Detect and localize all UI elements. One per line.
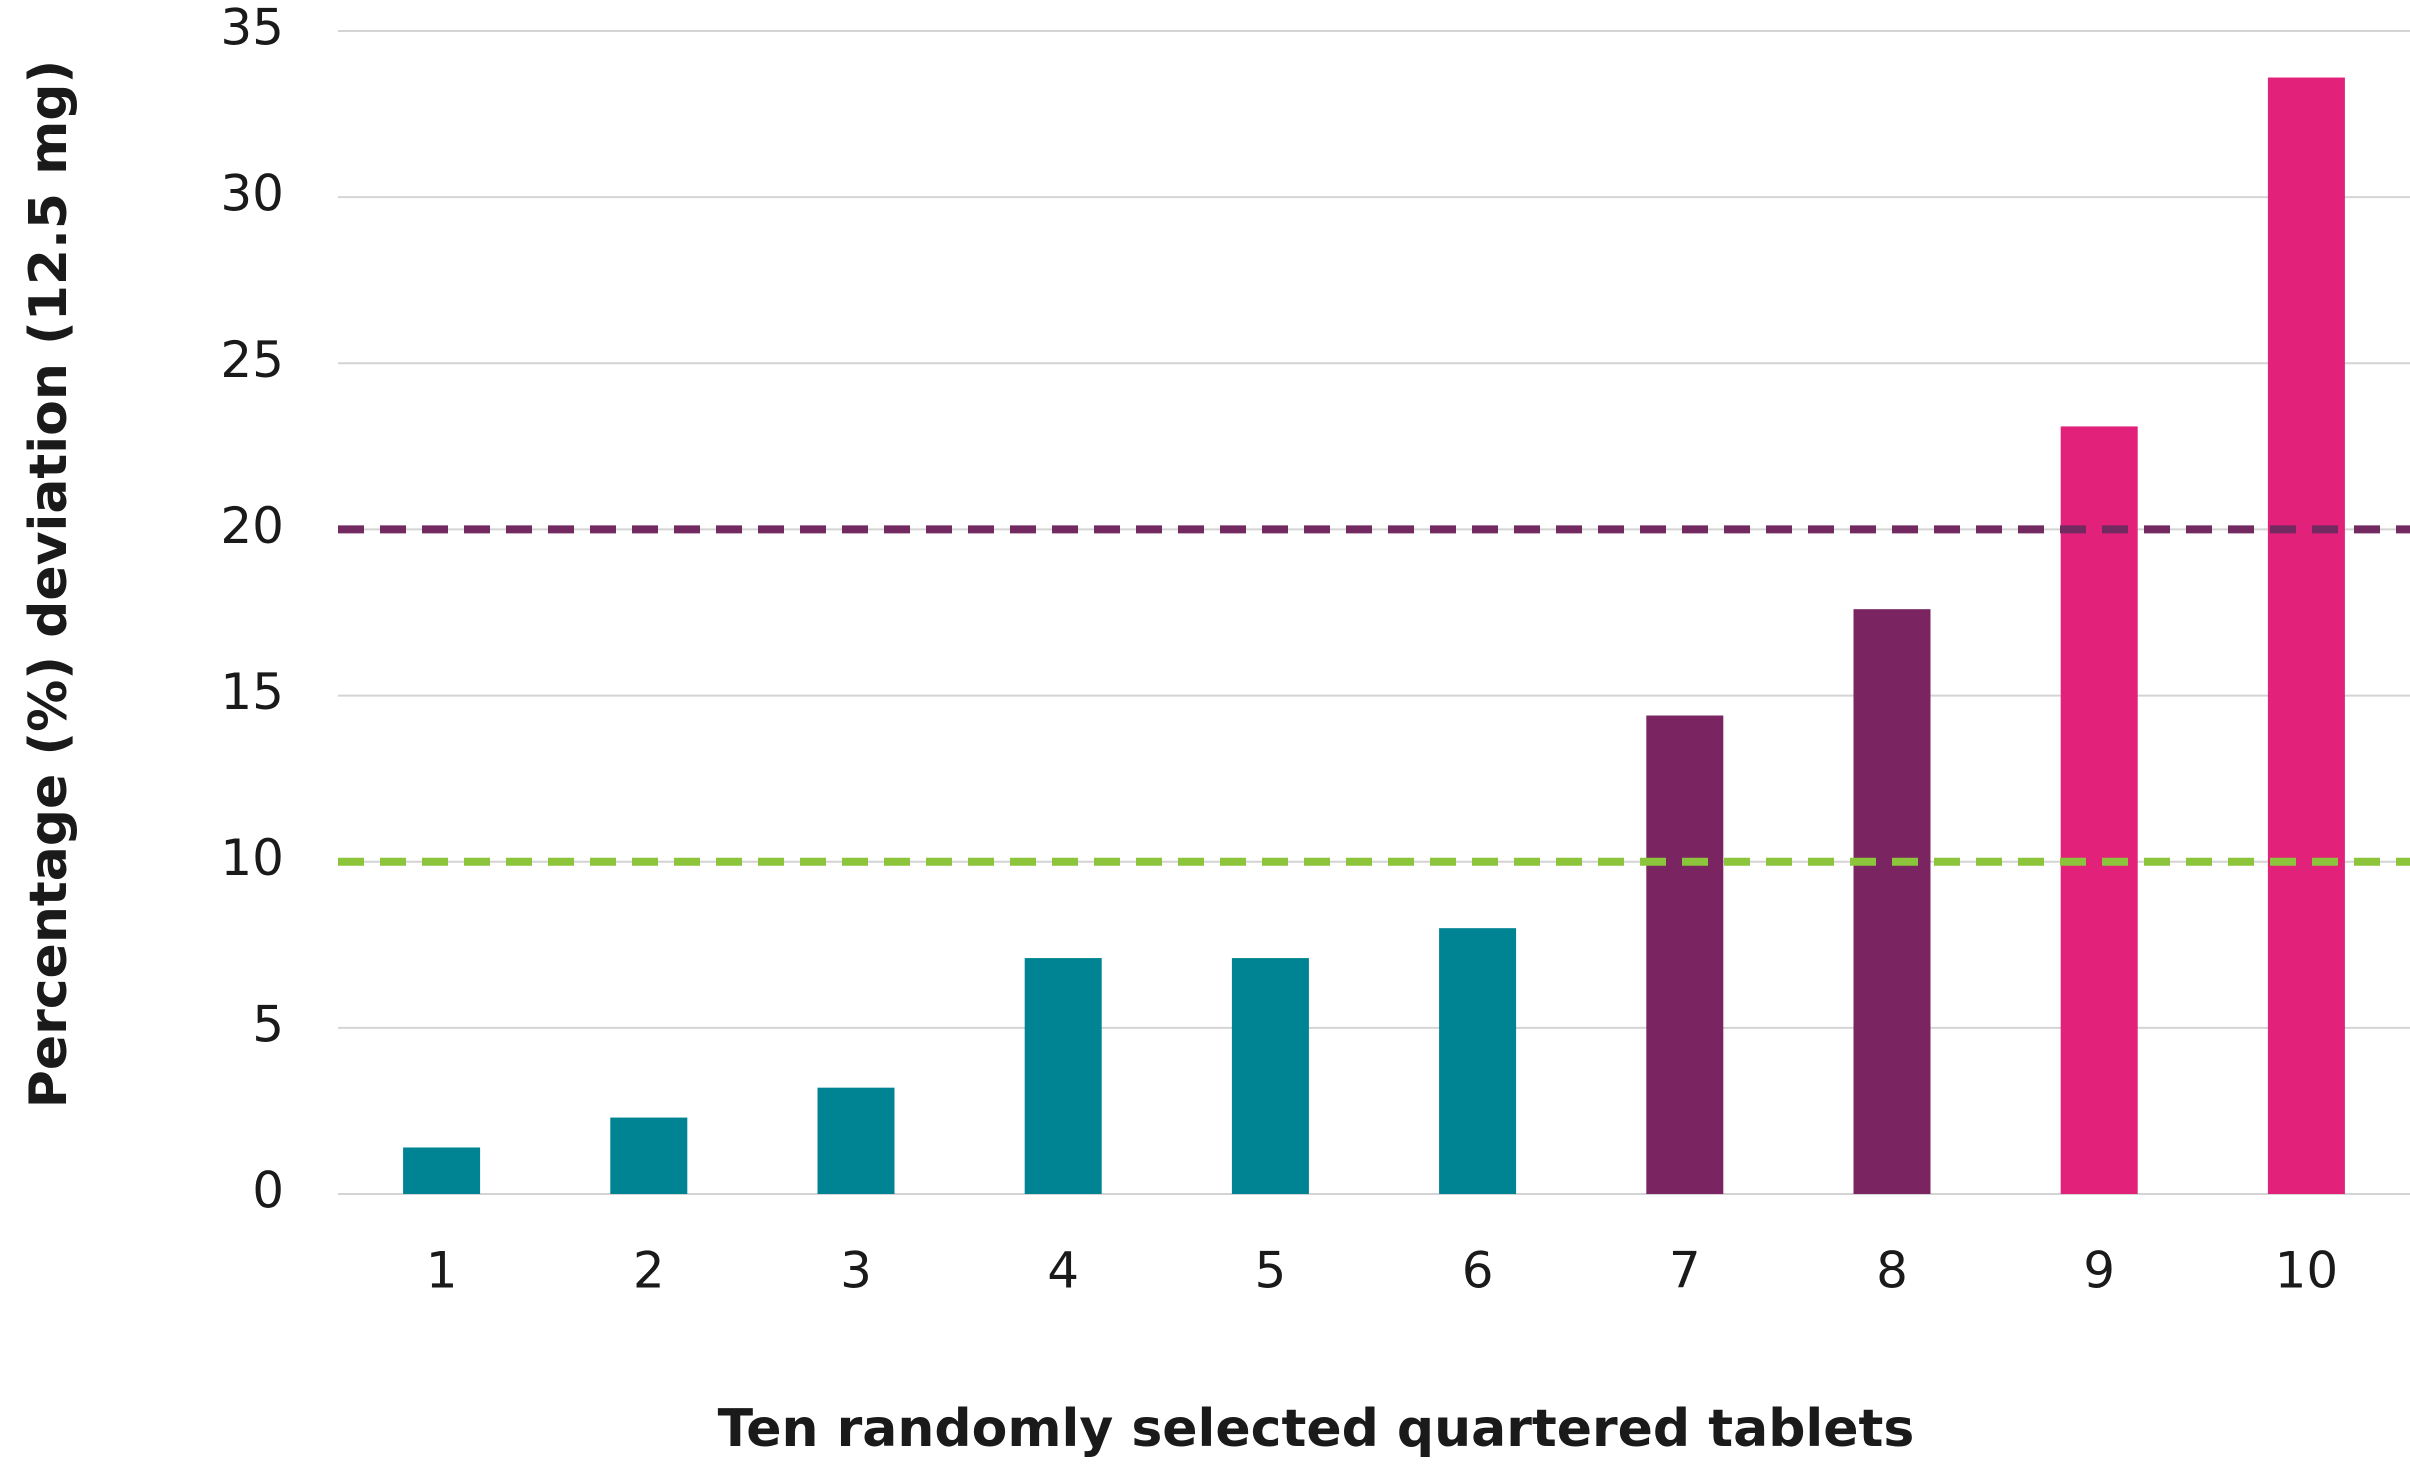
y-tick-label: 25 — [220, 331, 284, 389]
bar — [1646, 715, 1724, 1194]
x-tick-label: 2 — [633, 1242, 665, 1300]
y-tick-label: 30 — [220, 165, 284, 223]
x-tick-label: 3 — [840, 1242, 872, 1300]
bar — [2060, 426, 2138, 1194]
y-tick-label: 0 — [252, 1162, 284, 1220]
x-tick-label: 10 — [2275, 1242, 2339, 1300]
x-tick-label: 8 — [1876, 1242, 1908, 1300]
y-tick-label: 5 — [252, 995, 284, 1053]
x-tick-label: 4 — [1047, 1242, 1079, 1300]
bar — [1231, 958, 1309, 1194]
x-tick-label: 1 — [426, 1242, 458, 1300]
bar — [1024, 958, 1102, 1194]
x-tick-label: 7 — [1669, 1242, 1701, 1300]
x-axis-title: Ten randomly selected quartered tablets — [718, 1399, 1915, 1459]
y-tick-label: 20 — [220, 497, 284, 555]
y-tick-label: 35 — [220, 0, 284, 57]
bar — [403, 1147, 481, 1194]
bar — [1853, 609, 1931, 1194]
bar — [610, 1117, 688, 1194]
bar — [1439, 928, 1517, 1194]
x-tick-label: 6 — [1462, 1242, 1494, 1300]
y-axis-title: Percentage (%) deviation (12.5 mg) — [19, 60, 79, 1109]
bar — [817, 1087, 895, 1194]
y-tick-label: 15 — [220, 663, 284, 721]
y-tick-label: 10 — [220, 829, 284, 887]
x-tick-label: 5 — [1254, 1242, 1286, 1300]
bar — [2267, 77, 2345, 1194]
x-tick-label: 9 — [2083, 1242, 2115, 1300]
